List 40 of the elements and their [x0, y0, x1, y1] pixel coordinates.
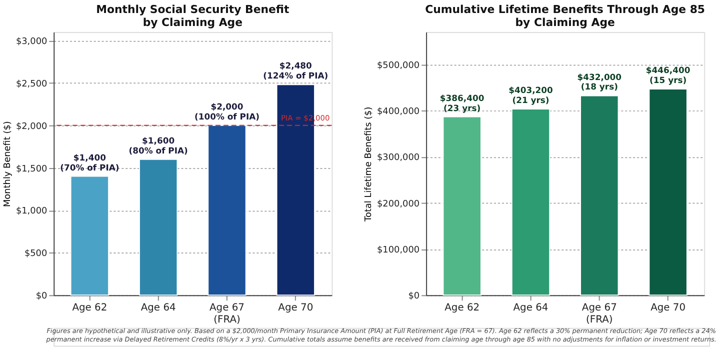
data-label: $2,480 (124% of PIA)	[263, 60, 328, 81]
bar	[208, 124, 246, 296]
bar	[580, 95, 619, 296]
x-tick-label: Age 62	[444, 302, 480, 314]
data-label: $1,400 (70% of PIA)	[60, 152, 120, 172]
x-tick-label: Age 62	[72, 302, 108, 314]
bar	[442, 116, 482, 296]
y-tick-label: $400,000	[377, 106, 420, 117]
chart-title: Cumulative Lifetime Benefits Through Age 85 by Claiming Age	[425, 3, 706, 30]
bar	[70, 176, 110, 296]
bar	[138, 158, 178, 296]
y-tick-label: $2,500	[16, 79, 48, 90]
y-tick-label: $0	[36, 292, 48, 302]
y-tick-label: $500	[24, 249, 48, 260]
bar	[511, 108, 550, 296]
y-tick-label: $500,000	[377, 60, 420, 71]
data-label: $432,000 (18 yrs)	[577, 72, 622, 92]
y-tick-label: $200,000	[377, 199, 420, 210]
x-tick-label: Age 64	[140, 302, 176, 314]
y-axis-title: Total Lifetime Benefits ($)	[364, 106, 374, 222]
y-axis-title: Monthly Benefit ($)	[2, 121, 13, 208]
data-label: $1,600 (80% of PIA)	[128, 135, 188, 156]
bar	[648, 88, 688, 296]
y-tick-label: $1,500	[16, 164, 48, 174]
data-label: $403,200 (21 yrs)	[508, 85, 554, 106]
data-label: $446,400 (15 yrs)	[646, 65, 690, 86]
y-tick-label: $2,000	[16, 122, 48, 132]
y-tick-label: $0	[408, 292, 420, 302]
data-label: $2,000 (100% of PIA)	[194, 101, 260, 122]
x-tick-label: Age 70	[650, 302, 686, 314]
y-tick-label: $1,000	[16, 206, 48, 217]
x-tick-label: Age 67 (FRA)	[210, 302, 244, 326]
x-tick-label: Age 67 (FRA)	[582, 302, 617, 326]
x-tick-label: Age 64	[513, 302, 548, 314]
chart-title: Monthly Social Security Benefit by Claiming Age	[96, 3, 290, 30]
data-label: $386,400 (23 yrs)	[440, 92, 484, 113]
y-tick-label: $100,000	[377, 245, 420, 256]
y-tick-label: $3,000	[16, 36, 48, 47]
y-tick-label: $300,000	[377, 153, 420, 164]
x-tick-label: Age 70	[278, 302, 314, 314]
